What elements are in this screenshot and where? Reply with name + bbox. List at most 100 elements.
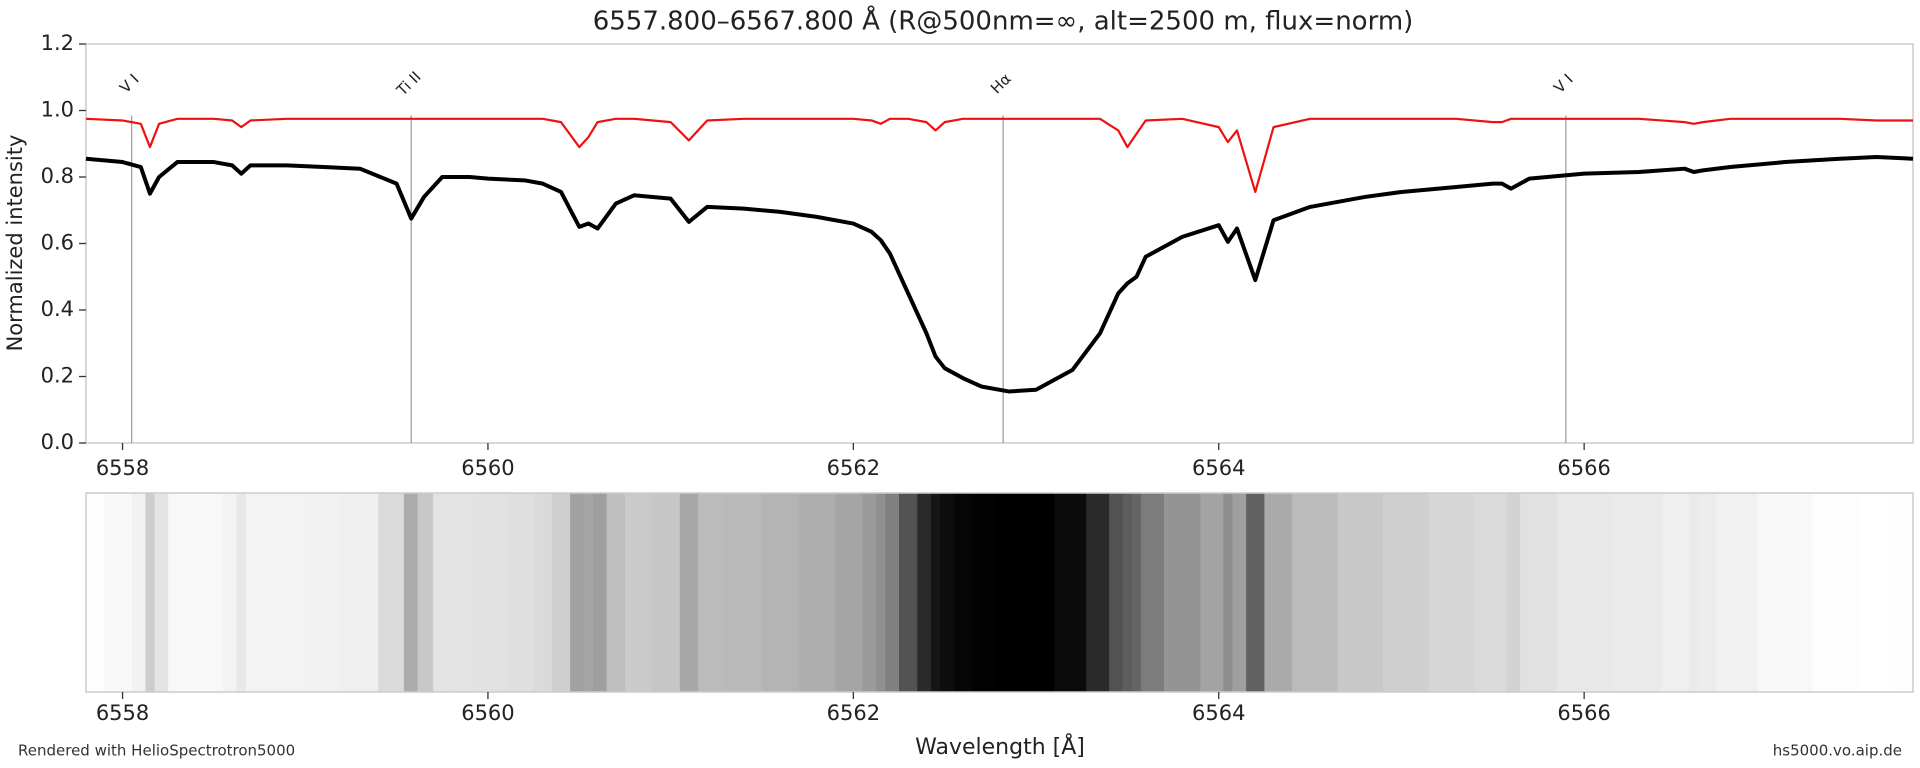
strip-x-tick-label: 6560 (461, 701, 514, 725)
strip-band (1497, 493, 1508, 692)
strip-band (862, 493, 877, 692)
x-axis-label: Wavelength [Å] (915, 733, 1085, 760)
strip-band (341, 493, 379, 692)
strip-band (195, 493, 224, 692)
strip-band (478, 493, 507, 692)
strip-band (1520, 493, 1558, 692)
strip-band (917, 493, 932, 692)
strip-band (885, 493, 900, 692)
strip-band (1291, 493, 1339, 692)
strip-band (1141, 493, 1165, 692)
strip-band (624, 493, 653, 692)
strip-band (533, 493, 553, 692)
strip-band (145, 493, 156, 692)
strip-band (1383, 493, 1430, 692)
chart-title: 6557.800–6567.800 Å (R@500nm=∞, alt=2500… (593, 5, 1414, 37)
strip-band (1858, 493, 1896, 692)
strip-band (1689, 493, 1699, 692)
strip-band (953, 493, 973, 692)
strip-band (551, 493, 571, 692)
strip-band (305, 493, 343, 692)
strip-band (725, 493, 763, 692)
strip-x-tick-label: 6566 (1557, 701, 1610, 725)
plot-frame (85, 43, 1914, 444)
strip-band (940, 493, 955, 692)
strip-x-tick-label: 6558 (96, 701, 149, 725)
strip-band (131, 493, 146, 692)
strip-band (583, 493, 594, 692)
strip-band (606, 493, 626, 692)
y-tick-label: 0.4 (41, 297, 74, 321)
x-tick-label: 6564 (1192, 456, 1245, 480)
strip-band (86, 493, 105, 692)
strip-band (835, 493, 864, 692)
strip-band (1474, 493, 1498, 692)
strip-band (1200, 493, 1224, 692)
y-tick-label: 0.0 (41, 430, 74, 454)
strip-band (592, 493, 608, 692)
strip-band (1131, 493, 1142, 692)
strip-x-tick-label: 6562 (827, 701, 880, 725)
strip-band (1232, 493, 1247, 692)
strip-band (417, 493, 434, 692)
strip-band (798, 493, 836, 692)
strip-band (1812, 493, 1859, 692)
strip-band (1698, 493, 1718, 692)
strip-band (1054, 493, 1087, 692)
strip-band (506, 493, 535, 692)
annotation-label: V I (1550, 70, 1576, 96)
strip-band (1757, 493, 1814, 692)
x-tick-label: 6566 (1557, 456, 1610, 480)
y-tick-label: 0.6 (41, 231, 74, 255)
y-tick-label: 1.0 (41, 98, 74, 122)
y-tick-label: 0.8 (41, 164, 74, 188)
strip-band (1086, 493, 1110, 692)
strip-band (972, 493, 996, 692)
strip-band (1022, 493, 1055, 692)
strip-band (1506, 493, 1521, 692)
strip-band (1264, 493, 1293, 692)
spectrum-strip (86, 493, 1914, 692)
strip-band (154, 493, 169, 692)
annotation-label: Ti II (392, 68, 424, 100)
strip-band (245, 493, 270, 692)
y-axis-label: Normalized intensity (3, 135, 27, 352)
strip-band (930, 493, 941, 692)
spectrum-line (85, 117, 1913, 194)
strip-band (1122, 493, 1133, 692)
strip-band (236, 493, 247, 692)
strip-band (168, 493, 197, 692)
strip-band (1337, 493, 1384, 692)
spectrum-line (85, 155, 1914, 394)
x-tick-label: 6558 (96, 456, 149, 480)
strip-frame (85, 492, 1914, 693)
strip-band (1163, 493, 1202, 692)
strip-band (1246, 493, 1266, 692)
strip-band (679, 493, 699, 692)
strip-band (403, 493, 419, 692)
strip-band (652, 493, 681, 692)
strip-band (570, 493, 585, 692)
strip-band (104, 493, 133, 692)
strip-band (1556, 493, 1613, 692)
strip-band (378, 493, 405, 692)
y-tick-label: 0.2 (41, 364, 74, 388)
strip-band (1109, 493, 1124, 692)
strip-band (1611, 493, 1663, 692)
strip-band (223, 493, 238, 692)
x-tick-label: 6562 (827, 456, 880, 480)
strip-band (1223, 493, 1234, 692)
annotation-label: V I (116, 70, 142, 96)
strip-band (455, 493, 480, 692)
strip-x-tick-label: 6564 (1192, 701, 1245, 725)
strip-band (433, 493, 457, 692)
strip-band (698, 493, 727, 692)
strip-band (761, 493, 800, 692)
y-tick-label: 1.2 (41, 31, 74, 55)
strip-band (876, 493, 886, 692)
footer-left: Rendered with HelioSpectrotron5000 (18, 742, 295, 760)
strip-band (1661, 493, 1690, 692)
strip-band (899, 493, 918, 692)
footer-right: hs5000.vo.aip.de (1773, 742, 1902, 760)
